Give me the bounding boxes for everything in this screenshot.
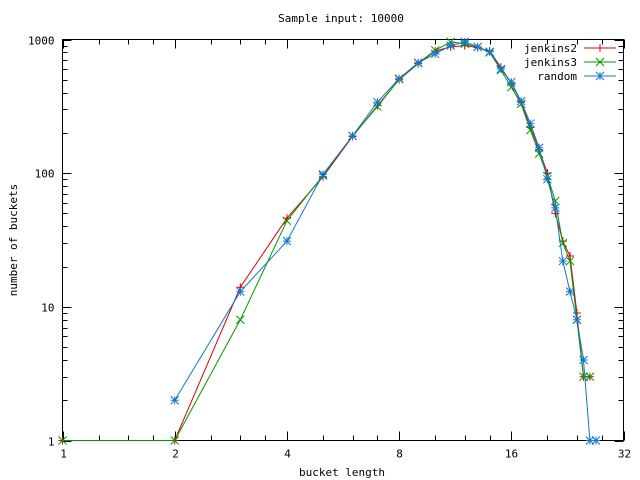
series-line-jenkins2	[62, 45, 590, 441]
data-point-random	[543, 174, 552, 184]
axis-ticks: 1 2 4 8 16 32 1 10 100 1000	[28, 35, 631, 461]
y-tick-label: 10	[41, 302, 54, 315]
x-axis-label: bucket length	[299, 466, 385, 479]
data-point-random	[572, 315, 582, 325]
data-point-random	[550, 203, 560, 213]
data-point-random	[282, 236, 292, 246]
series-jenkins2	[58, 41, 594, 445]
data-point-random	[496, 64, 506, 74]
data-point-random	[473, 42, 483, 52]
x-tick-label: 4	[284, 448, 291, 461]
x-tick-label: 16	[505, 448, 518, 461]
series-layer	[58, 37, 601, 445]
series-line-random	[174, 41, 596, 441]
y-axis-label: number of buckets	[7, 184, 20, 297]
series-jenkins3	[58, 37, 595, 445]
legend-marker-random	[595, 71, 605, 81]
data-point-random	[318, 169, 328, 179]
data-point-random	[413, 58, 423, 68]
data-point-jenkins3	[170, 436, 180, 445]
x-tick-label: 1	[60, 448, 67, 461]
x-tick-label: 32	[618, 448, 631, 461]
data-point-random	[534, 143, 544, 153]
data-point-random	[591, 436, 601, 445]
data-point-random	[558, 256, 568, 266]
data-point-jenkins2	[572, 308, 581, 317]
data-point-jenkins3	[282, 216, 292, 226]
data-point-random	[446, 41, 456, 50]
y-tick-label: 100	[35, 168, 55, 181]
data-point-random	[565, 287, 575, 296]
data-point-random	[430, 49, 440, 59]
y-tick-label: 1	[48, 436, 55, 449]
data-point-jenkins3	[579, 372, 588, 382]
y-tick-label: 1000	[28, 35, 55, 48]
data-point-random	[373, 97, 382, 107]
data-point-random	[516, 96, 526, 106]
chart-title: Sample input: 10000	[278, 12, 404, 25]
data-point-jenkins3	[235, 315, 245, 325]
x-tick-label: 2	[172, 448, 179, 461]
data-point-random	[526, 119, 535, 128]
data-point-random	[585, 436, 595, 445]
legend-label-random: random	[537, 70, 577, 83]
data-point-random	[460, 37, 470, 47]
legend-label-jenkins3: jenkins3	[524, 56, 577, 69]
data-point-jenkins3	[58, 436, 67, 445]
data-point-jenkins3	[373, 102, 382, 111]
data-point-jenkins3	[565, 256, 575, 266]
data-point-random	[348, 131, 357, 141]
legend-marker-jenkins3	[595, 57, 605, 67]
data-point-jenkins3	[585, 372, 595, 382]
data-point-random	[506, 77, 516, 87]
data-point-jenkins2	[566, 252, 575, 261]
legend-marker-jenkins2	[596, 44, 604, 52]
data-point-random	[170, 395, 180, 405]
x-tick-label: 8	[396, 448, 403, 461]
series-random	[170, 37, 601, 445]
legend-label-jenkins2: jenkins2	[524, 42, 577, 55]
series-line-jenkins3	[62, 41, 590, 441]
data-point-random	[394, 74, 404, 83]
plot-frame	[62, 39, 624, 441]
data-point-random	[579, 355, 588, 365]
data-point-random	[485, 47, 495, 57]
data-point-random	[235, 287, 245, 296]
data-point-jenkins3	[526, 125, 535, 135]
